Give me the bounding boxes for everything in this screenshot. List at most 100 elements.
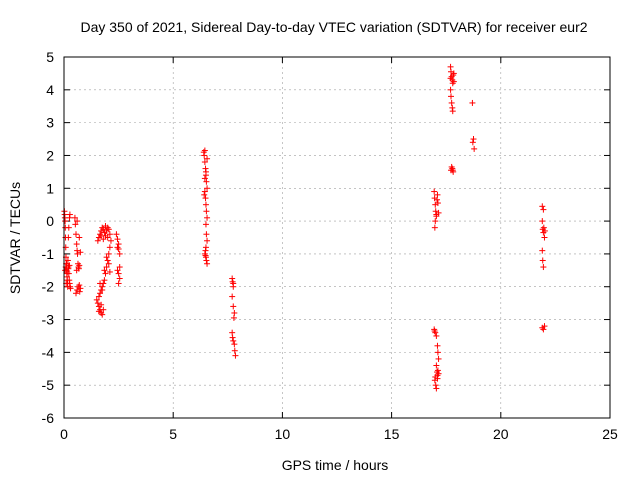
data-point [116,250,123,257]
data-point [100,306,107,313]
data-point [435,370,442,377]
data-point [203,257,210,264]
data-point [73,290,80,297]
data-point [116,275,123,282]
data-point [431,328,438,335]
grid-lines [64,57,610,418]
data-point [76,282,83,289]
tick-labels: 0 5 10 15 20 25 -6 -5 -4 -3 -2 -1 0 1 2 3 4 5 [42,49,618,442]
data-point [204,260,211,267]
data-point [469,139,476,146]
x-axis-label: GPS time / hours [282,457,389,473]
data-point [539,247,546,254]
data-point [435,355,442,362]
y-tick-label: 2 [46,147,54,163]
data-point [539,203,546,210]
data-point [99,287,106,294]
data-point [202,168,209,175]
data-point [72,221,79,228]
data-point [435,209,442,216]
data-point [540,264,547,271]
data-point [76,288,83,295]
data-point [202,195,209,202]
data-point [434,191,441,198]
data-point [105,250,112,257]
data-point [540,224,547,231]
x-tick-label: 5 [169,426,177,442]
data-point [229,293,236,300]
data-point [447,75,454,82]
data-point [432,382,439,389]
axis-ticks [63,56,611,419]
data-point [76,234,83,241]
data-point [93,296,100,303]
data-point [114,267,121,274]
y-tick-label: -6 [42,410,55,426]
x-tick-label: 10 [275,426,291,442]
data-point [114,236,121,243]
x-tick-label: 20 [493,426,509,442]
data-point [103,264,110,271]
data-point [76,262,83,269]
data-point [102,223,109,230]
data-point [65,224,72,231]
data-point [469,99,476,106]
data-point [229,334,236,341]
data-point [202,221,209,228]
data-point [541,234,548,241]
y-tick-label: -2 [42,279,55,295]
data-point [448,93,455,100]
data-point [201,175,208,182]
data-points [61,63,548,392]
data-point [65,265,72,272]
data-point [66,262,73,269]
data-point [66,211,73,218]
data-point [201,159,208,166]
data-point [450,78,457,85]
data-point [471,145,478,152]
data-point [539,257,546,264]
x-tick-label: 15 [384,426,400,442]
data-point [114,244,121,251]
data-point [448,167,455,174]
data-point [202,201,209,208]
data-point [204,237,211,244]
data-point [62,218,69,225]
data-point [204,214,211,221]
x-tick-label: 25 [602,426,618,442]
y-tick-label: -4 [42,344,55,360]
data-point [77,285,84,292]
data-point [230,337,237,344]
data-point [434,342,441,349]
data-point [115,280,122,287]
data-point [100,226,107,233]
data-point [203,208,210,215]
plot-frame [63,56,611,419]
data-point [113,231,120,238]
data-point [204,185,211,192]
data-point [104,234,111,241]
data-point [203,178,210,185]
data-point [204,155,211,162]
data-point [230,314,237,321]
data-point [103,254,110,261]
data-point [71,214,78,221]
data-point [101,277,108,284]
data-point [539,218,546,225]
data-point [434,367,441,374]
data-point [201,152,208,159]
data-point [201,191,208,198]
x-tick-label: 0 [60,426,68,442]
data-point [73,231,80,238]
data-point [433,213,440,220]
data-point [65,234,72,241]
data-point [106,268,113,275]
data-point [541,323,548,330]
data-point [97,290,104,297]
data-point [201,147,208,154]
chart-title: Day 350 of 2021, Sidereal Day-to-day VTE… [80,19,587,35]
y-tick-label: 3 [46,115,54,131]
data-point [105,226,112,233]
data-point [94,237,101,244]
